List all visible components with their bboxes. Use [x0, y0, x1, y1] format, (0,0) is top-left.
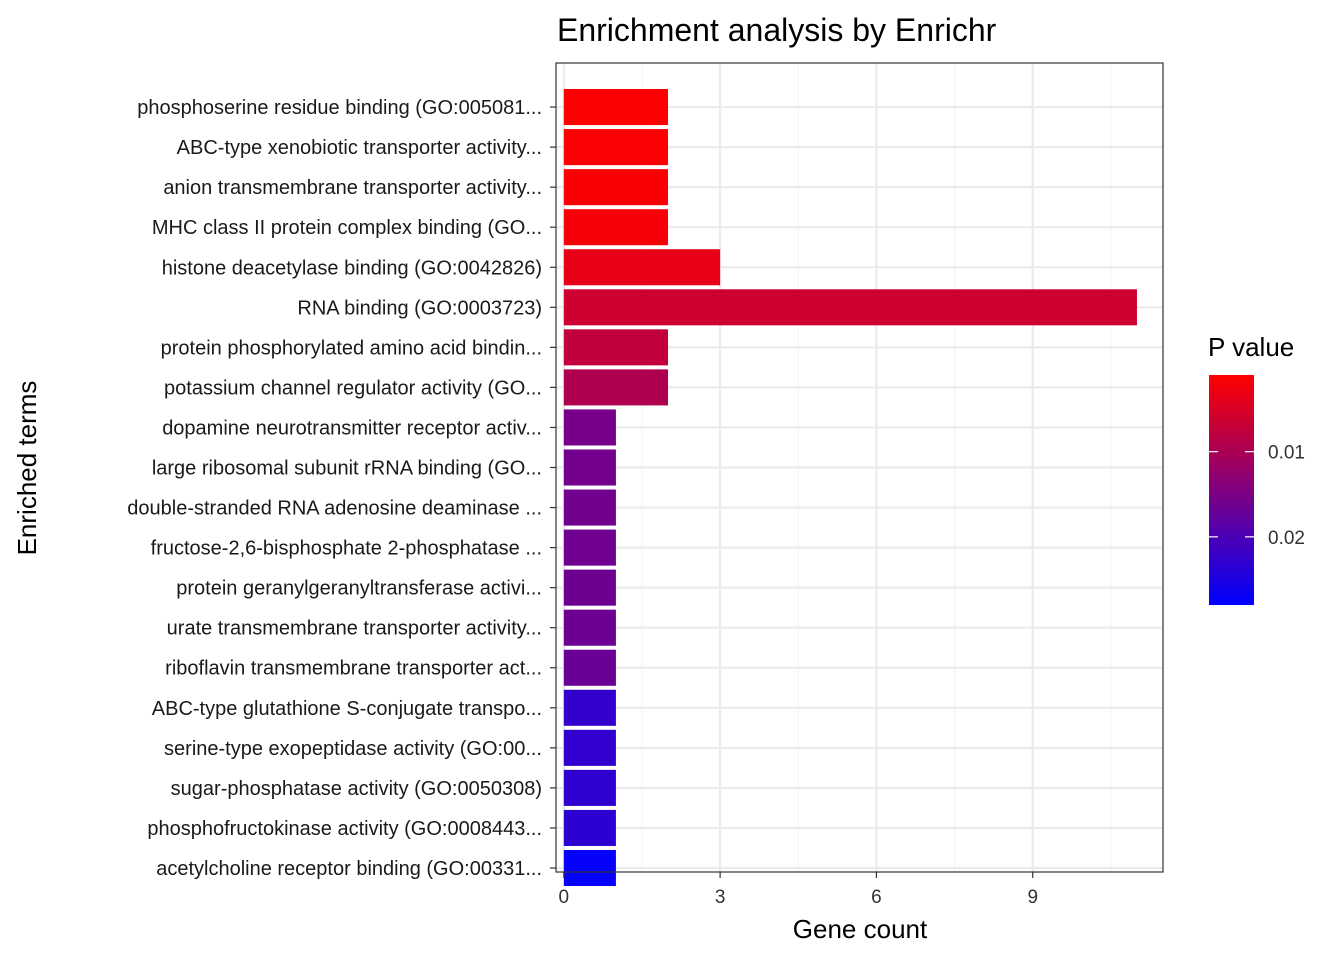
legend-ticks: 0.01 0.02: [1209, 443, 1305, 549]
category-labels: phosphoserine residue binding (GO:005081…: [127, 97, 556, 880]
category-label: large ribosomal subunit rRNA binding (GO…: [152, 458, 542, 480]
legend: P value 0.01 0.02: [1208, 332, 1305, 605]
bar: [563, 329, 669, 366]
category-label: double-stranded RNA adenosine deaminase …: [127, 498, 542, 520]
category-label: protein phosphorylated amino acid bindin…: [161, 337, 542, 359]
category-label: MHC class II protein complex binding (GO…: [152, 217, 542, 239]
bar: [563, 129, 669, 166]
y-axis-title: Enriched terms: [12, 381, 42, 556]
bar: [563, 729, 616, 766]
legend-title: P value: [1208, 332, 1294, 362]
category-label: RNA binding (GO:0003723): [297, 297, 542, 319]
bars: [563, 89, 1137, 887]
x-tick-label: 3: [715, 887, 726, 908]
category-label: dopamine neurotransmitter receptor activ…: [162, 417, 542, 439]
category-label: fructose-2,6-bisphosphate 2-phosphatase …: [151, 538, 542, 560]
bar: [563, 169, 669, 206]
chart-title: Enrichment analysis by Enrichr: [557, 12, 997, 48]
category-label: serine-type exopeptidase activity (GO:00…: [164, 738, 542, 760]
bar: [563, 809, 616, 846]
category-label: histone deacetylase binding (GO:0042826): [162, 257, 542, 279]
bar: [563, 609, 616, 646]
legend-tick-label: 0.02: [1268, 528, 1305, 549]
category-label: urate transmembrane transporter activity…: [167, 618, 542, 640]
category-label: sugar-phosphatase activity (GO:0050308): [171, 778, 542, 800]
bar: [563, 89, 669, 126]
x-tick-label: 9: [1027, 887, 1038, 908]
category-label: protein geranylgeranyltransferase activi…: [176, 578, 542, 600]
bar: [563, 489, 616, 526]
bar: [563, 209, 669, 246]
category-label: potassium channel regulator activity (GO…: [164, 377, 542, 399]
bar: [563, 369, 669, 406]
category-label: anion transmembrane transporter activity…: [163, 177, 542, 199]
bar: [563, 649, 616, 686]
bar: [563, 769, 616, 806]
x-axis-ticks: 0 3 6 9: [559, 872, 1038, 908]
bar: [563, 569, 616, 606]
category-label: acetylcholine receptor binding (GO:00331…: [156, 858, 542, 880]
legend-colorbar: [1209, 375, 1254, 605]
bar: [563, 449, 616, 486]
category-label: ABC-type xenobiotic transporter activity…: [177, 137, 542, 159]
bar: [563, 289, 1137, 326]
bar: [563, 529, 616, 566]
category-label: phosphoserine residue binding (GO:005081…: [137, 97, 542, 119]
x-tick-label: 0: [559, 887, 570, 908]
bar: [563, 249, 721, 286]
bar: [563, 409, 616, 446]
x-axis-title: Gene count: [793, 914, 928, 944]
bar: [563, 849, 616, 887]
legend-tick-label: 0.01: [1268, 443, 1305, 464]
category-label: riboflavin transmembrane transporter act…: [165, 658, 542, 680]
bar: [563, 689, 616, 726]
category-label: phosphofructokinase activity (GO:0008443…: [147, 818, 542, 840]
x-tick-label: 6: [871, 887, 882, 908]
category-label: ABC-type glutathione S-conjugate transpo…: [152, 698, 542, 720]
